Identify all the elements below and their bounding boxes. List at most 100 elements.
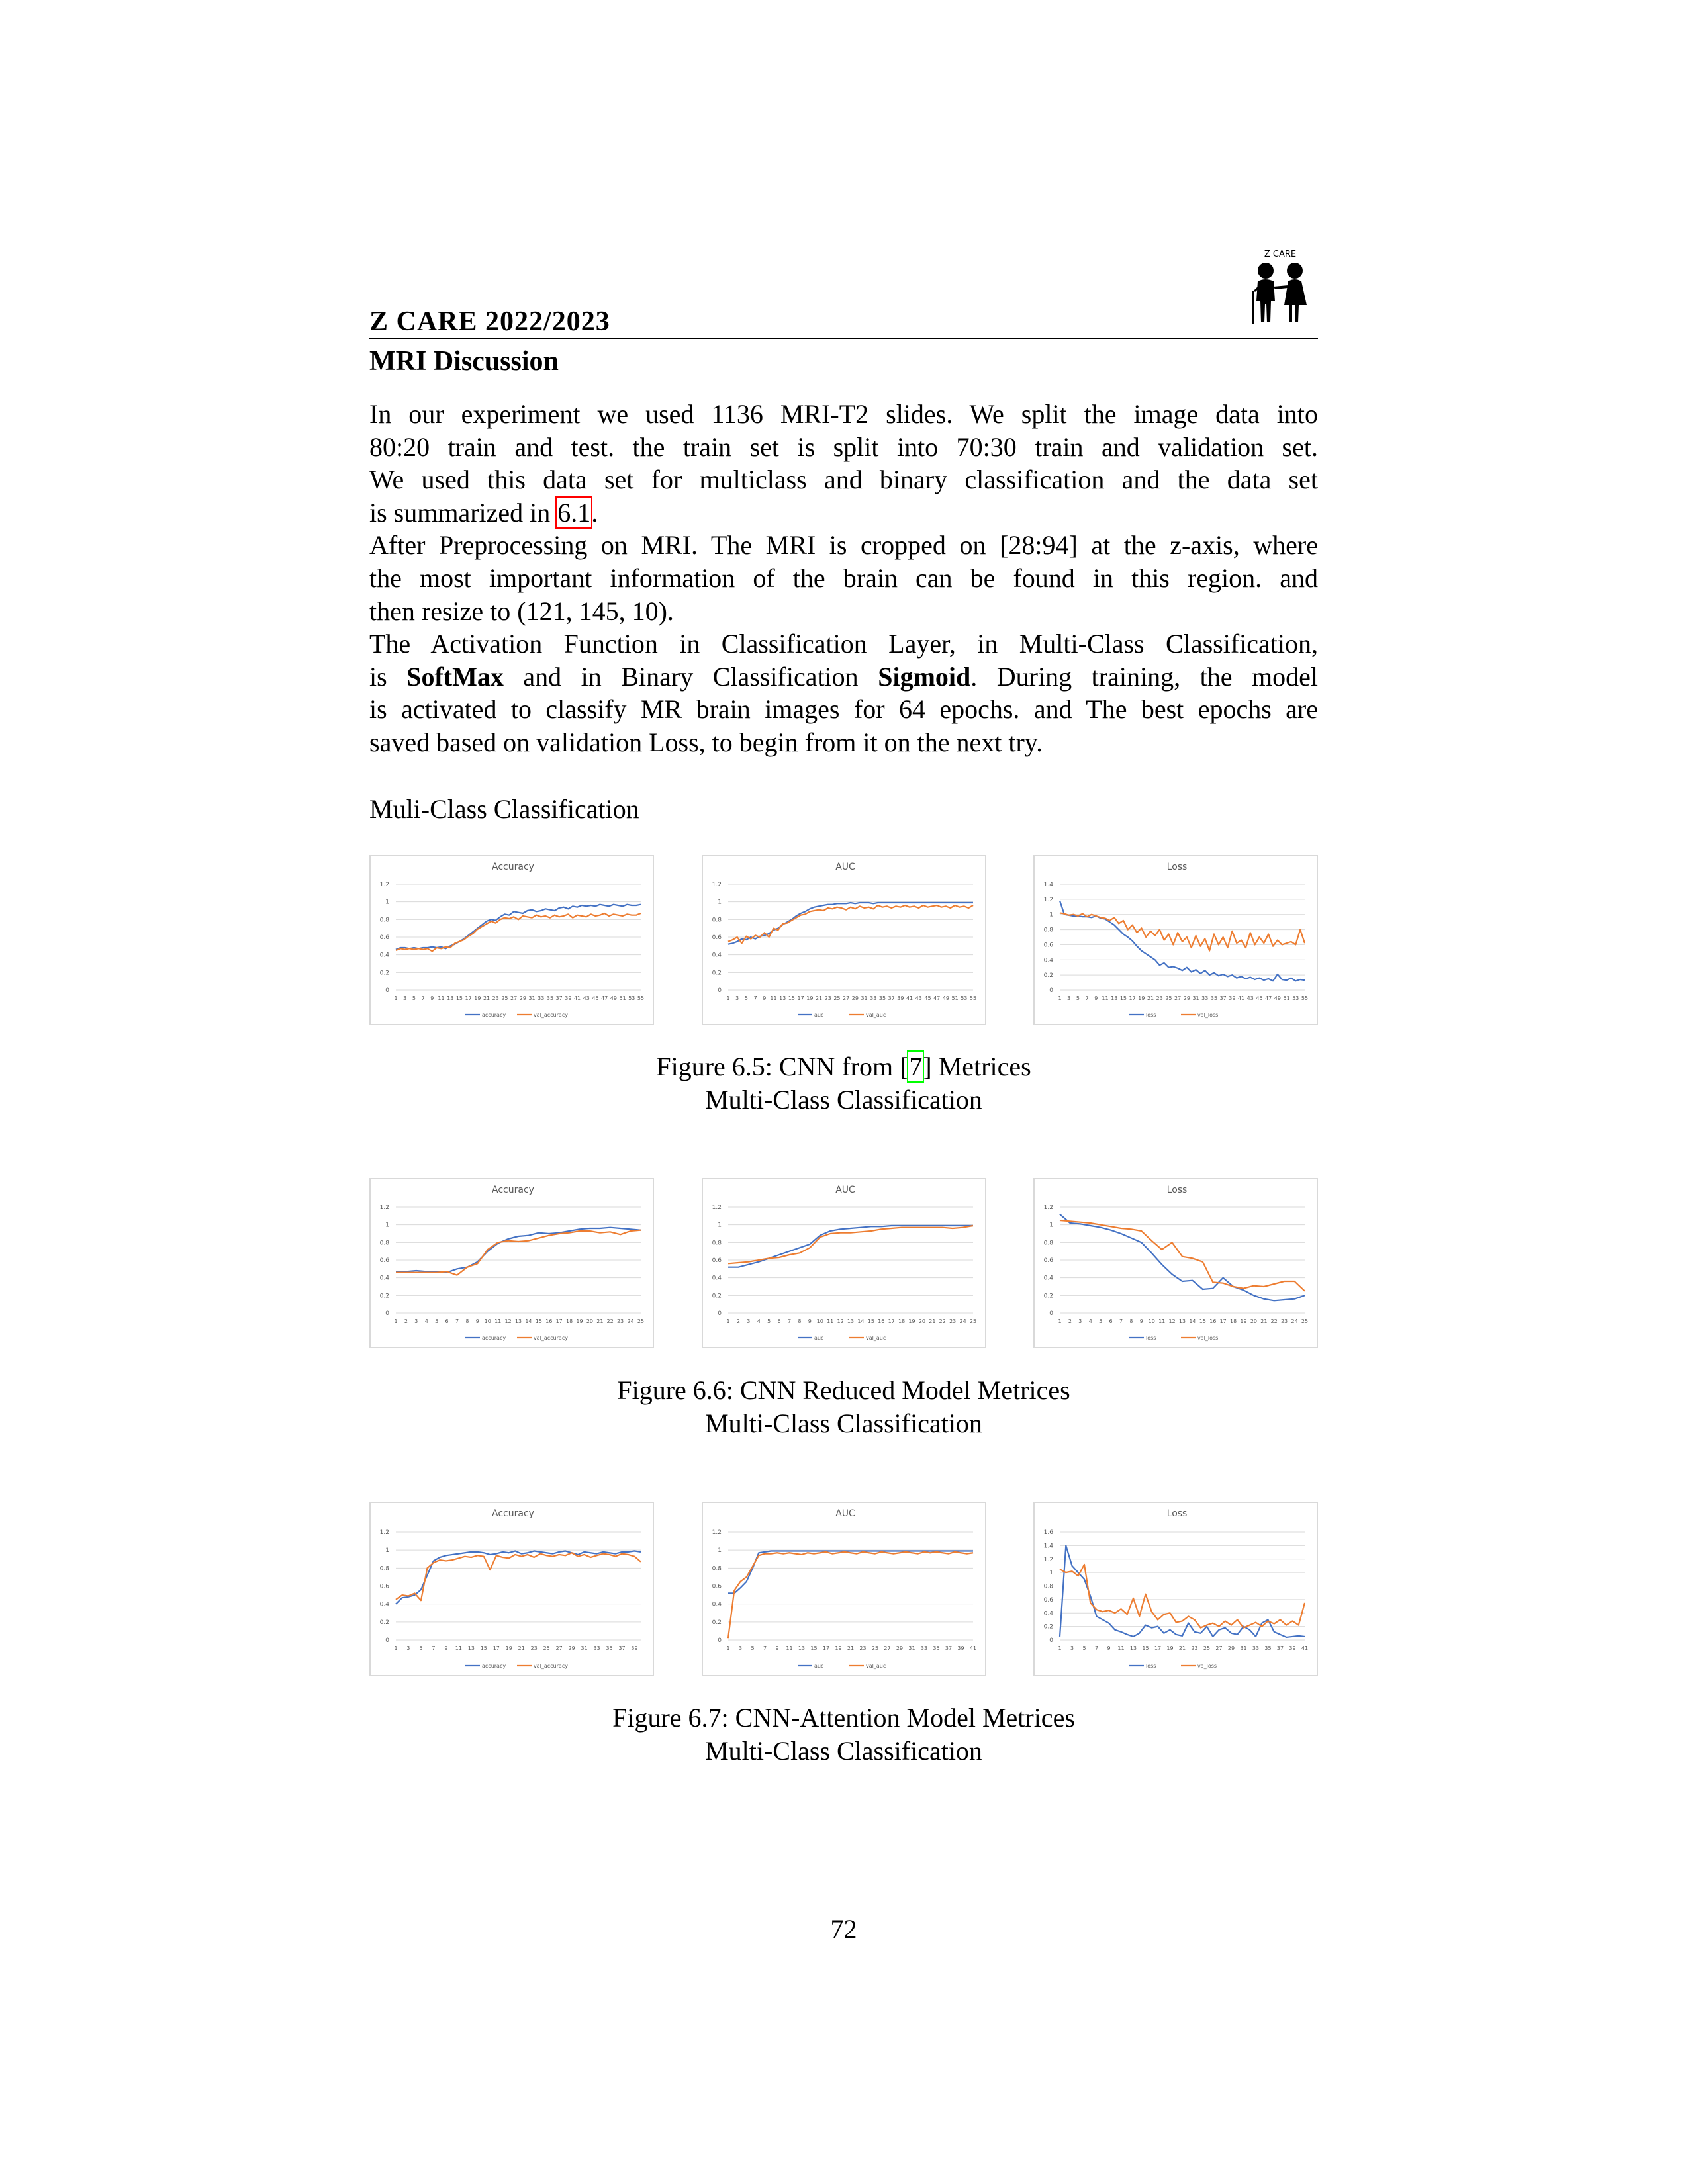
legend-label: val_auc [866, 1335, 886, 1341]
legend-label: val_accuracy [534, 1012, 568, 1018]
x-tick-label: 13 [1111, 995, 1117, 1001]
y-tick-label: 0 [1049, 987, 1053, 994]
text-run: Figure 6.7: CNN-Attention Model Metrices [612, 1703, 1075, 1733]
x-tick-label: 35 [1211, 995, 1217, 1001]
x-tick-label: 17 [798, 995, 804, 1001]
x-tick-label: 7 [432, 1645, 435, 1651]
x-tick-label: 25 [1203, 1645, 1210, 1651]
x-tick-label: 23 [949, 1318, 956, 1324]
x-tick-label: 7 [754, 995, 757, 1001]
x-tick-label: 37 [945, 1645, 952, 1651]
x-tick-label: 5 [435, 1318, 438, 1324]
x-tick-label: 18 [898, 1318, 905, 1324]
x-tick-label: 6 [445, 1318, 449, 1324]
legend-label: auc [814, 1012, 823, 1018]
x-tick-label: 23 [859, 1645, 866, 1651]
x-tick-label: 29 [1228, 1645, 1235, 1651]
x-tick-label: 49 [1274, 995, 1281, 1001]
x-tick-label: 27 [1215, 1645, 1222, 1651]
reference-link[interactable]: 6.1 [555, 496, 593, 529]
x-tick-label: 37 [618, 1645, 625, 1651]
y-tick-label: 0.6 [1044, 942, 1054, 948]
x-tick-label: 45 [1256, 995, 1262, 1001]
y-tick-label: 0 [718, 1310, 722, 1317]
x-tick-label: 12 [837, 1318, 843, 1324]
x-tick-label: 33 [593, 1645, 600, 1651]
x-tick-label: 39 [1229, 995, 1235, 1001]
data-line [727, 904, 974, 944]
x-tick-label: 19 [1166, 1645, 1173, 1651]
x-tick-label: 24 [627, 1318, 633, 1324]
x-tick-label: 11 [1102, 995, 1108, 1001]
caption-subline: Multi-Class Classification [705, 1408, 982, 1438]
legend-label: val_loss [1197, 1335, 1218, 1341]
x-tick-label: 51 [951, 995, 958, 1001]
x-tick-label: 19 [474, 995, 481, 1001]
x-tick-label: 20 [1250, 1318, 1257, 1324]
y-tick-label: 1.2 [712, 1529, 722, 1536]
subheading: Muli-Class Classification [369, 794, 639, 824]
reference-link[interactable]: 7 [907, 1050, 925, 1083]
x-tick-label: 16 [545, 1318, 552, 1324]
legend-label: accuracy [482, 1335, 506, 1341]
y-tick-label: 1 [385, 899, 389, 906]
y-tick-label: 0.6 [380, 1584, 390, 1590]
x-tick-label: 1 [726, 995, 729, 1001]
x-tick-label: 27 [1174, 995, 1181, 1001]
x-tick-label: 15 [1120, 995, 1127, 1001]
text-run: is [369, 661, 407, 692]
x-tick-label: 31 [1192, 995, 1199, 1001]
data-line [1059, 1219, 1305, 1292]
x-tick-label: 51 [1283, 995, 1289, 1001]
text-run: the most important information of the br… [369, 563, 1318, 593]
y-tick-label: 1 [718, 1547, 722, 1554]
x-tick-label: 53 [628, 995, 635, 1001]
y-tick-label: 0.8 [712, 1565, 722, 1572]
y-tick-label: 0.6 [712, 934, 722, 941]
x-tick-label: 37 [556, 995, 563, 1001]
x-tick-label: 37 [1220, 995, 1227, 1001]
y-tick-label: 0.4 [1044, 1610, 1054, 1617]
y-tick-label: 1.2 [1044, 897, 1053, 903]
y-tick-label: 1.2 [1044, 1557, 1053, 1563]
text-line: is activated to classify MR brain images… [369, 693, 1318, 726]
x-tick-label: 9 [775, 1645, 778, 1651]
y-tick-label: 1.2 [380, 1205, 389, 1211]
x-tick-label: 9 [1107, 1645, 1110, 1651]
data-line [395, 912, 641, 952]
x-tick-label: 25 [970, 1318, 976, 1324]
x-tick-label: 11 [1158, 1318, 1165, 1324]
text-run: After Preprocessing on MRI. The MRI is c… [369, 530, 1318, 561]
caption-line: Figure 6.5: CNN from [7] Metrices [369, 1050, 1318, 1083]
body-text: In our experiment we used 1136 MRI-T2 sl… [369, 398, 1318, 759]
x-tick-label: 21 [483, 995, 490, 1001]
data-line [396, 1226, 641, 1273]
x-tick-label: 29 [1184, 995, 1190, 1001]
caption-line: Figure 6.7: CNN-Attention Model Metrices [369, 1702, 1318, 1735]
x-tick-label: 25 [637, 1318, 644, 1324]
y-tick-label: 0.4 [712, 952, 722, 959]
x-tick-label: 21 [1260, 1318, 1267, 1324]
x-tick-label: 23 [531, 1645, 538, 1651]
y-tick-label: 0.8 [1044, 1584, 1054, 1590]
y-tick-label: 0.8 [380, 1240, 390, 1246]
data-line [395, 1552, 641, 1602]
section-title: MRI Discussion [369, 346, 559, 377]
x-tick-label: 13 [447, 995, 453, 1001]
x-tick-label: 39 [957, 1645, 964, 1651]
x-tick-label: 2 [737, 1318, 740, 1324]
y-tick-label: 1 [1049, 1570, 1053, 1576]
caption-line: Figure 6.6: CNN Reduced Model Metrices [369, 1374, 1318, 1407]
y-tick-label: 0.2 [712, 1293, 722, 1299]
legend-label: auc [814, 1335, 823, 1341]
data-line [727, 901, 973, 945]
x-tick-label: 15 [1199, 1318, 1206, 1324]
x-tick-label: 25 [501, 995, 508, 1001]
x-tick-label: 31 [1240, 1645, 1246, 1651]
data-line [396, 1229, 641, 1276]
y-tick-label: 1 [1049, 1222, 1053, 1229]
y-tick-label: 0.8 [380, 1565, 390, 1572]
text-run: We used this data set for multiclass and… [369, 465, 1318, 495]
